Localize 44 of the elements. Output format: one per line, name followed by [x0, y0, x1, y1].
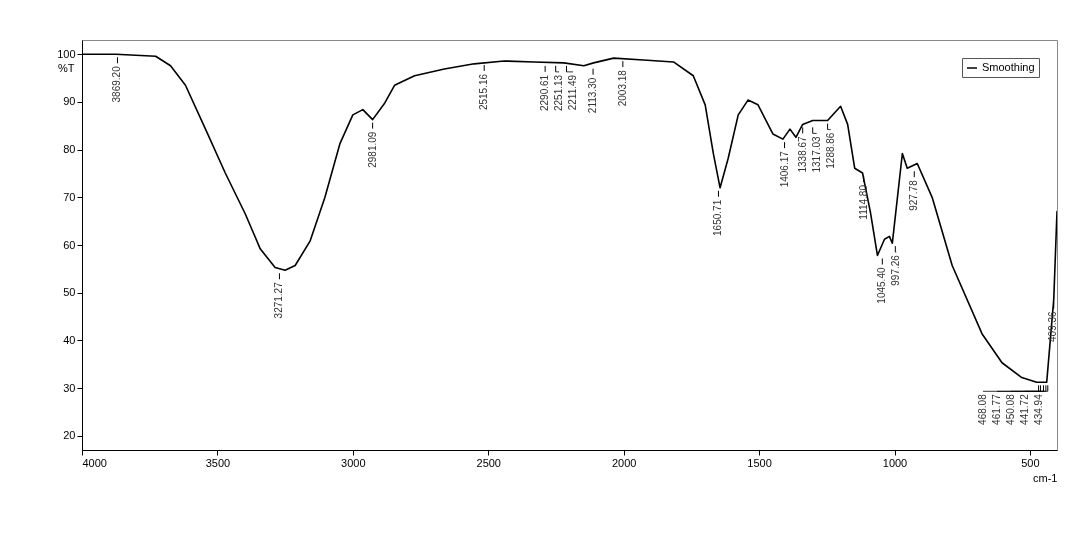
y-tick-label: 90	[63, 95, 76, 108]
y-tick-label: 60	[63, 238, 76, 251]
y-tick-label: 50	[63, 286, 76, 299]
annotation: 2290.61	[539, 74, 551, 112]
annotation: 927.78	[908, 179, 920, 211]
annotation: 1114.80	[857, 184, 869, 220]
legend-label: Smoothing	[982, 61, 1035, 73]
x-tick-label: 1000	[882, 456, 908, 469]
x-tick-label: 500	[1021, 456, 1040, 469]
annotation: 468.08	[977, 393, 988, 425]
annotation: 2515.16	[478, 73, 490, 111]
y-tick-label: 100	[57, 47, 76, 60]
y-axis-title: %T	[58, 61, 75, 74]
x-tick-label: 2000	[611, 456, 637, 469]
y-tick-label: 80	[63, 143, 76, 156]
annotation: 434.94	[1033, 393, 1044, 425]
annotation: 2211.49	[567, 74, 579, 111]
x-tick-label: 4000	[82, 456, 107, 469]
annotation: 409.36	[1047, 310, 1058, 342]
annotation: 997.26	[890, 254, 902, 286]
annotation: 1338.67	[796, 135, 808, 173]
x-tick-label: 3000	[341, 456, 366, 469]
x-tick-label: 3500	[205, 456, 231, 469]
annotation: 1045.40	[876, 267, 888, 304]
annotation: 2003.18	[616, 69, 628, 107]
x-tick-label: 1500	[747, 456, 772, 469]
annotation: 1406.17	[778, 150, 790, 188]
annotation: 2251.13	[553, 74, 565, 112]
annotation: 2113.30	[587, 77, 599, 114]
annotation: 3271.27	[273, 281, 285, 319]
x-axis-title: cm-1	[1033, 471, 1058, 484]
annotation: 450.08	[1005, 393, 1016, 425]
y-tick-label: 40	[63, 333, 76, 346]
x-tick-label: 2500	[476, 456, 501, 469]
y-tick-label: 20	[63, 429, 76, 442]
annotation: 1317.03	[810, 135, 822, 173]
annotation: 461.77	[991, 393, 1002, 425]
y-tick-label: 30	[63, 381, 76, 394]
annotation: 441.72	[1019, 393, 1030, 425]
y-tick-label: 70	[63, 190, 76, 203]
annotation: 1650.71	[712, 199, 724, 236]
annotation: 1288.86	[824, 132, 836, 169]
annotation: 3869.20	[111, 65, 123, 103]
annotation: 2981.09	[366, 131, 378, 168]
